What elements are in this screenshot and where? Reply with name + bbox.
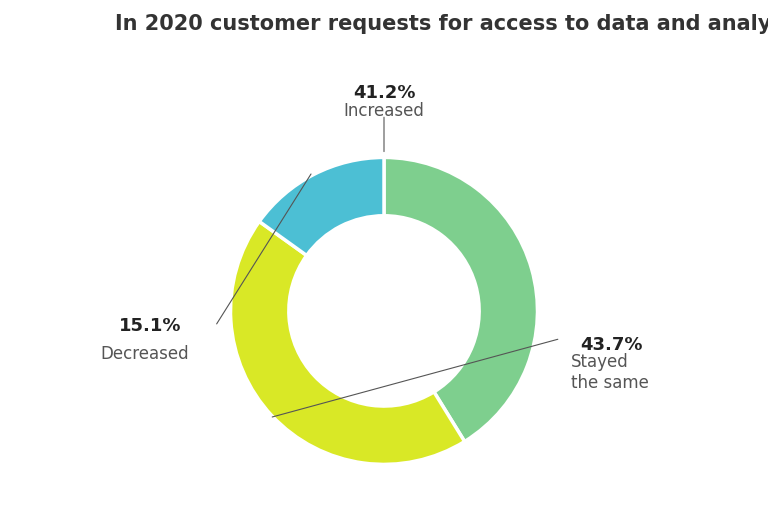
Wedge shape	[230, 221, 465, 464]
Text: 15.1%: 15.1%	[119, 317, 181, 335]
Wedge shape	[260, 157, 384, 255]
Text: In 2020 customer requests for access to data and analytics has:: In 2020 customer requests for access to …	[115, 14, 768, 34]
Text: Decreased: Decreased	[101, 345, 189, 363]
Text: Stayed
the same: Stayed the same	[571, 353, 649, 392]
Text: Increased: Increased	[343, 102, 425, 120]
Text: 43.7%: 43.7%	[581, 336, 643, 354]
Text: 41.2%: 41.2%	[353, 84, 415, 102]
Wedge shape	[384, 157, 538, 442]
